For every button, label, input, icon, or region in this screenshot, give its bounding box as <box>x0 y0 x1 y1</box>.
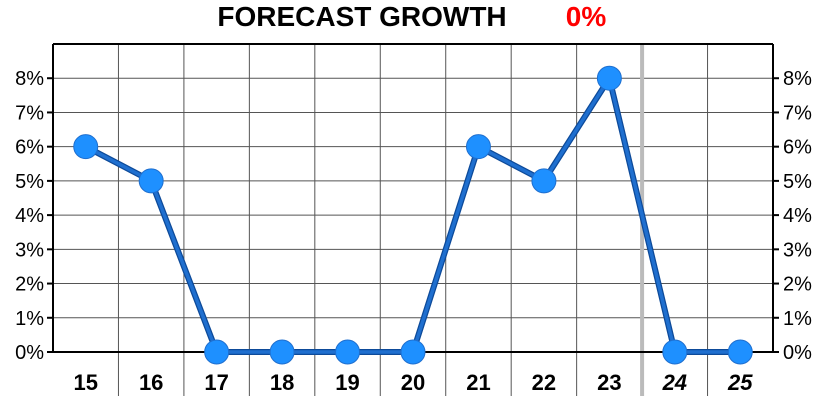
chart-title: FORECAST GROWTH 0% <box>217 1 606 32</box>
xtick-label-20: 20 <box>401 370 425 395</box>
ytick-label-right: 8% <box>783 68 812 90</box>
ytick-label-left: 3% <box>15 239 44 261</box>
y-axis-right-ticks: 0% 1% 2% 3% 4% 5% 6% 7% 8% <box>773 68 812 364</box>
ytick-label-right: 6% <box>783 137 812 159</box>
xtick-label-16: 16 <box>139 370 163 395</box>
ytick-label-left: 4% <box>15 205 44 227</box>
data-point-22 <box>531 168 557 194</box>
series-growth <box>73 65 753 365</box>
xtick-label-23: 23 <box>597 370 621 395</box>
xtick-label-25: 25 <box>727 370 753 395</box>
data-point-19 <box>335 339 361 365</box>
ytick-label-left: 8% <box>15 68 44 90</box>
ytick-label-right: 0% <box>783 342 812 364</box>
data-point-20 <box>400 339 426 365</box>
ytick-label-right: 1% <box>783 308 812 330</box>
ytick-label-left: 1% <box>15 308 44 330</box>
xtick-label-21: 21 <box>466 370 490 395</box>
y-axis-left-ticks: 0% 1% 2% 3% 4% 5% 6% 7% 8% <box>15 68 53 364</box>
ytick-label-left: 2% <box>15 274 44 296</box>
chart-title-main: FORECAST GROWTH <box>217 1 506 32</box>
data-point-24 <box>662 339 688 365</box>
chart-title-accent: 0% <box>566 1 607 32</box>
ytick-label-right: 4% <box>783 205 812 227</box>
xtick-label-24: 24 <box>662 370 687 395</box>
data-point-25 <box>727 339 753 365</box>
ytick-label-right: 7% <box>783 102 812 124</box>
xtick-label-17: 17 <box>204 370 228 395</box>
xtick-label-18: 18 <box>270 370 294 395</box>
ytick-label-right: 3% <box>783 239 812 261</box>
ytick-label-left: 7% <box>15 102 44 124</box>
data-point-17 <box>204 339 230 365</box>
data-point-21 <box>465 134 491 160</box>
data-point-23 <box>596 65 622 91</box>
xtick-label-19: 19 <box>335 370 359 395</box>
ytick-label-right: 2% <box>783 274 812 296</box>
ytick-label-left: 0% <box>15 342 44 364</box>
xtick-label-22: 22 <box>532 370 556 395</box>
x-axis-ticks: 15 16 17 18 19 20 21 22 23 24 25 <box>73 370 753 395</box>
data-point-18 <box>269 339 295 365</box>
ytick-label-right: 5% <box>783 171 812 193</box>
ytick-label-left: 6% <box>15 137 44 159</box>
data-point-16 <box>138 168 164 194</box>
ytick-label-left: 5% <box>15 171 44 193</box>
xtick-label-15: 15 <box>73 370 97 395</box>
data-point-15 <box>73 134 99 160</box>
